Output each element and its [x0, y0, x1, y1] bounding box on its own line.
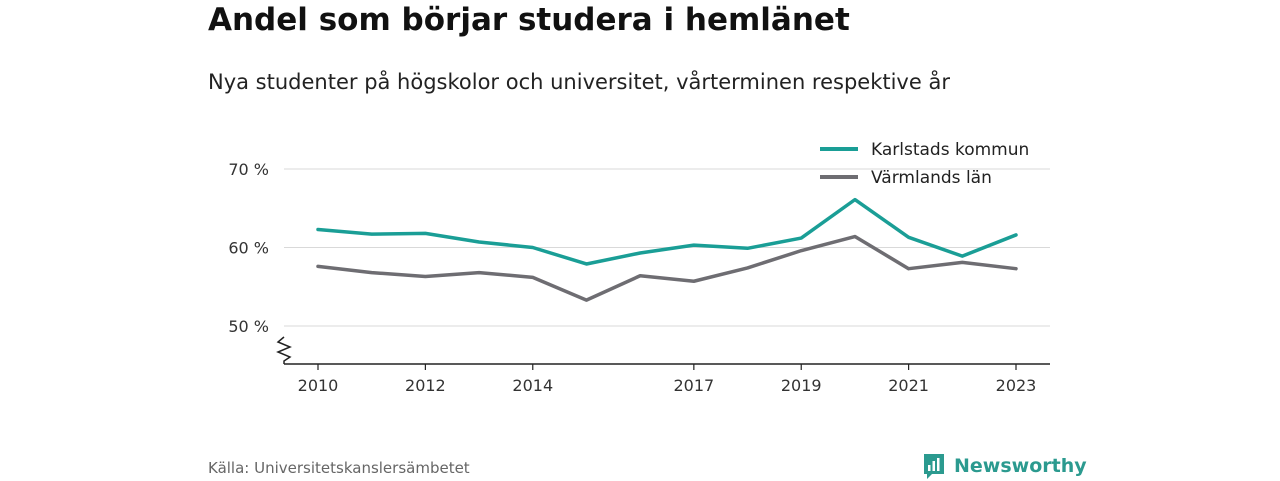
series-line-karlstads-kommun: [316, 197, 1018, 266]
x-tick-label: 2012: [405, 376, 446, 395]
y-tick-label: 50 %: [228, 317, 269, 336]
x-tick-label: 2021: [888, 376, 929, 395]
legend: Karlstads kommun Värmlands län: [820, 140, 1029, 188]
series-lines: [316, 197, 1018, 302]
brand-logo: Newsworthy: [922, 451, 1087, 481]
y-tick-labels: 50 % 60 % 70 %: [228, 160, 269, 336]
brand-name: Newsworthy: [954, 455, 1087, 477]
x-tick-label: 2010: [298, 376, 339, 395]
x-tick-labels: 2010 2012 2014 2017 2019 2021 2023: [298, 376, 1037, 395]
chart-subtitle: Nya studenter på högskolor och universit…: [208, 70, 950, 94]
y-tick-label: 70 %: [228, 160, 269, 179]
x-tick-label: 2019: [781, 376, 822, 395]
legend-label: Värmlands län: [871, 168, 992, 188]
y-tick-label: 60 %: [228, 239, 269, 258]
legend-label: Karlstads kommun: [871, 140, 1029, 160]
chart-title: Andel som börjar studera i hemlänet: [208, 2, 850, 38]
x-tick-label: 2017: [673, 376, 714, 395]
x-axis: [276, 336, 1050, 370]
x-tick-label: 2014: [512, 376, 553, 395]
axis-break-icon: [276, 336, 292, 364]
newsworthy-logo-icon: [924, 454, 944, 479]
source-note: Källa: Universitetskanslersämbetet: [208, 459, 470, 477]
x-tick-label: 2023: [996, 376, 1037, 395]
series-line-varmlands-lan: [316, 234, 1018, 302]
